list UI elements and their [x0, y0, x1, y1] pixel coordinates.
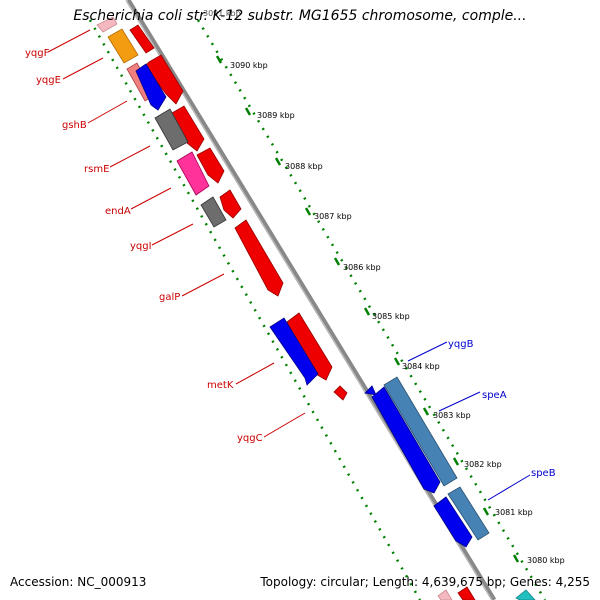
ruler-tick: 3089 kbp — [244, 107, 295, 120]
gene-feature[interactable] — [433, 496, 473, 548]
gene-feature[interactable] — [200, 196, 227, 228]
gene-feature[interactable] — [154, 108, 189, 151]
gene-label-callouts — [47, 29, 531, 501]
ruler-tick-label: 3087 kbp — [314, 212, 352, 221]
ruler-tick-label: 3090 kbp — [230, 61, 268, 70]
map-title: Escherichia coli str. K-12 substr. MG165… — [73, 8, 527, 24]
gene-feature[interactable] — [219, 189, 242, 219]
gene-label[interactable]: rsmE — [84, 164, 109, 175]
ruler-tick: 3084 kbp — [393, 357, 440, 371]
ruler-tick-label: 3088 kbp — [285, 162, 323, 171]
gene-feature[interactable] — [96, 16, 118, 33]
inner-strand-features — [96, 16, 319, 386]
ruler-tick-label: 3086 kbp — [343, 263, 381, 272]
gene-feature[interactable] — [269, 317, 319, 386]
outer-strand-features — [364, 376, 536, 600]
gene-feature[interactable] — [457, 586, 476, 600]
gene-label[interactable]: galP — [159, 292, 180, 303]
ruler: 3090 kbp 3089 kbp 3088 kbp 3087 kbp 3086… — [215, 55, 565, 565]
gene-feature[interactable] — [107, 28, 139, 64]
ruler-tick: 3083 kbp — [422, 407, 471, 420]
gene-feature[interactable] — [129, 24, 155, 54]
ruler-tick-label: 3085 kbp — [372, 312, 410, 321]
gene-feature[interactable] — [196, 147, 225, 184]
gene-feature[interactable] — [176, 151, 210, 196]
gene-label[interactable]: yqgC — [237, 433, 263, 444]
gene-feature[interactable] — [447, 486, 490, 541]
ruler-tick-label: 3083 kbp — [433, 411, 471, 420]
gene-feature[interactable] — [383, 376, 458, 487]
gene-feature[interactable] — [234, 219, 284, 297]
topology-label: Topology: circular; Length: 4,639,675 bp… — [260, 575, 590, 589]
gene-label[interactable]: speA — [482, 390, 507, 401]
ruler-tick-label: 3080 kbp — [527, 556, 565, 565]
ruler-tick-label: 3089 kbp — [257, 111, 295, 120]
gene-label[interactable]: endA — [105, 206, 131, 217]
gene-label[interactable]: yqgF — [25, 48, 50, 59]
ruler-tick: 3081 kbp — [482, 507, 533, 517]
gene-label[interactable]: yqgI — [130, 241, 152, 252]
ruler-tick: 3090 kbp — [215, 55, 268, 70]
gene-label[interactable]: speB — [531, 468, 556, 479]
ruler-tick-label-clipped: 3091 kbp — [203, 9, 241, 18]
chromosome-backbone-highlight — [125, 0, 493, 600]
dotted-track-inner — [88, 19, 422, 600]
ruler-tick-label: 3082 kbp — [464, 460, 502, 469]
gene-feature[interactable] — [371, 386, 441, 494]
gene-label[interactable]: yqgE — [36, 75, 61, 86]
ruler-tick: 3080 kbp — [512, 554, 565, 565]
accession-label: Accession: NC_000913 — [10, 575, 147, 589]
gene-feature[interactable] — [364, 385, 377, 396]
gene-feature[interactable] — [135, 63, 167, 111]
ruler-tick-label: 3081 kbp — [495, 508, 533, 517]
ruler-tick-label: 3084 kbp — [402, 362, 440, 371]
chromosome-backbone — [125, 0, 497, 600]
gene-feature[interactable] — [333, 385, 348, 401]
gene-labels: yqgF yqgE gshB rsmE endA yqgI galP metK … — [25, 48, 556, 479]
gene-feature[interactable] — [437, 589, 453, 600]
ruler-tick: 3082 kbp — [452, 457, 502, 469]
ruler-tick: 3087 kbp — [304, 207, 352, 221]
gene-label[interactable]: metK — [207, 380, 234, 391]
forward-strand-features — [129, 24, 348, 401]
gene-feature[interactable] — [515, 589, 536, 600]
gene-label[interactable]: yqgB — [448, 339, 474, 350]
ruler-tick: 3085 kbp — [363, 307, 410, 321]
ruler-tick: 3088 kbp — [274, 157, 323, 171]
ruler-tick: 3086 kbp — [333, 257, 381, 272]
gene-label[interactable]: gshB — [62, 120, 87, 131]
